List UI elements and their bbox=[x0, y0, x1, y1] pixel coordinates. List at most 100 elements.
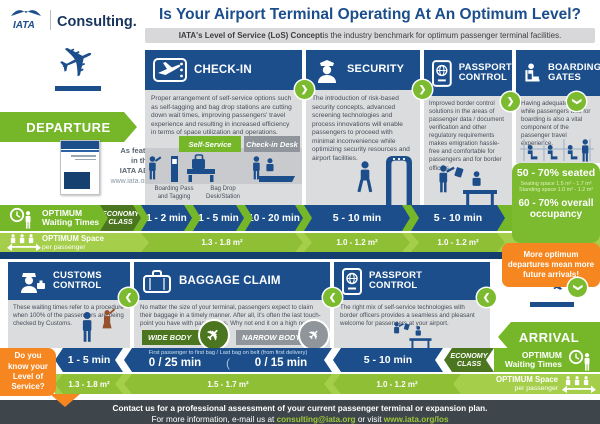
chevron-right-icon: ❯ bbox=[295, 80, 314, 99]
space-label-line1: OPTIMUM Space bbox=[42, 234, 104, 243]
baggage-suitcase-icon bbox=[143, 269, 171, 293]
footer-url-link[interactable]: www.iata.org/los bbox=[383, 415, 449, 424]
time-separator: ( bbox=[226, 356, 230, 370]
page-title: Is Your Airport Terminal Operating At An… bbox=[159, 6, 581, 23]
footer-email-link[interactable]: consulting@iata.org bbox=[276, 415, 356, 424]
chevron-down-icon: ❯ bbox=[568, 278, 587, 297]
middle-divider bbox=[0, 252, 600, 259]
boarding-description: Having adequate space while passengers w… bbox=[521, 100, 591, 148]
boarding-title: BOARDING GATES bbox=[548, 62, 600, 83]
passport-bottom-description: The right mix of self-service technologi… bbox=[340, 304, 475, 328]
logo-consulting-text: Consulting. bbox=[57, 13, 137, 30]
seating-space-note: Seating space 1.5 m² - 1.7 m² bbox=[520, 181, 592, 187]
space-security: 1.0 - 1.2 m² bbox=[304, 233, 410, 252]
boarding-seat-icon bbox=[525, 63, 540, 82]
space-customs: 1.3 - 1.8 m² bbox=[55, 374, 123, 394]
svg-text:IATA: IATA bbox=[13, 20, 35, 31]
baggage-description: No matter the size of your terminal, pas… bbox=[140, 304, 321, 328]
baggage-claim-panel: BAGGAGE CLAIM No matter the size of your… bbox=[134, 262, 330, 351]
customs-officer-icon bbox=[21, 273, 45, 293]
waiting-times-icon bbox=[9, 207, 31, 229]
checkin-description: Proper arrangement of self-service optio… bbox=[151, 95, 292, 137]
standing-space-note: Standing space 1.0 m² - 1.2 m² bbox=[518, 187, 593, 193]
wide-body-plane-icon: ✈ bbox=[198, 319, 230, 351]
chevron-left-icon: ❮ bbox=[323, 288, 342, 307]
space-label-line1: OPTIMUM Space bbox=[496, 374, 558, 384]
footer-bar: Contact us for a professional assessment… bbox=[0, 400, 600, 424]
waiting-label-line2: Waiting Times bbox=[504, 359, 562, 369]
los-arrow-down bbox=[50, 394, 80, 407]
arrival-banner: ARRIVAL bbox=[498, 322, 600, 352]
waiting-time-baggage: First passenger to first bag / Last bag … bbox=[124, 348, 332, 372]
waiting-time-security: 5 - 10 min bbox=[304, 205, 410, 231]
footer-line2: For more information, e-mail us at consu… bbox=[151, 415, 449, 424]
space-baggage: 1.5 - 1.7 m² bbox=[124, 374, 332, 394]
passport-bottom-title: PASSPORT CONTROL bbox=[369, 270, 423, 291]
waiting-label-line1: OPTIMUM bbox=[42, 208, 83, 218]
baggage-time-note: First passenger to first bag / Last bag … bbox=[148, 350, 308, 356]
checkin-panel: CHECK-IN Proper arrangement of self-serv… bbox=[145, 50, 302, 205]
security-description: The introduction of risk-based security … bbox=[312, 95, 410, 162]
subtitle-rest: is the industry benchmark for optimum pa… bbox=[322, 31, 562, 40]
iata-consulting-logo: IATA Consulting. bbox=[8, 5, 137, 32]
chevron-left-icon: ❮ bbox=[119, 288, 138, 307]
adrm-book-cover bbox=[60, 140, 100, 195]
departure-banner: DEPARTURE bbox=[0, 112, 137, 142]
page-subtitle: IATA's Level of Service (LoS) Concept is… bbox=[145, 28, 595, 43]
passport-icon bbox=[342, 267, 362, 295]
waiting-time-customs: 1 - 5 min bbox=[55, 348, 123, 372]
narrow-body-time: 0 / 15 min bbox=[254, 357, 308, 369]
optimum-waiting-times-row-bottom: 1 - 5 min First passenger to first bag /… bbox=[0, 348, 600, 372]
passport-control-top-panel: PASSPORT CONTROL Improved border control… bbox=[424, 50, 512, 205]
los-question-box: Do you know your Level of Service? bbox=[0, 348, 56, 396]
optimum-space-row-bottom: 1.3 - 1.8 m² 1.5 - 1.7 m² 1.0 - 1.2 m² O… bbox=[0, 374, 600, 394]
chevron-right-icon: ❯ bbox=[413, 80, 432, 99]
bag-drop-label: Bag Drop Desk/Station bbox=[205, 186, 241, 200]
waiting-time-passport-bottom: 5 - 10 min bbox=[333, 348, 443, 372]
security-title: SECURITY bbox=[347, 63, 405, 76]
passport-icon bbox=[432, 59, 452, 87]
passport-top-title: PASSPORT CONTROL bbox=[458, 62, 512, 83]
customs-scene-figures bbox=[82, 308, 116, 342]
boarding-gates-panel: BOARDING GATES Having adequate space whi… bbox=[516, 50, 600, 163]
economy-class-badge-top: ECONOMY CLASS bbox=[100, 205, 141, 231]
security-panel: SECURITY The introduction of risk-based … bbox=[306, 50, 420, 205]
checkin-scene-figures bbox=[149, 154, 295, 182]
seated-headline: 50 - 70% seated bbox=[516, 167, 596, 179]
economy-class-badge-bottom: ECONOMY CLASS bbox=[444, 348, 494, 372]
customs-title: CUSTOMS CONTROL bbox=[53, 270, 102, 291]
waiting-times-icon bbox=[568, 349, 590, 371]
boarding-scene-figures bbox=[520, 139, 594, 162]
space-label-line2: per passenger bbox=[514, 384, 558, 392]
customs-panel: CUSTOMS CONTROL These waiting times refe… bbox=[8, 262, 130, 348]
waiting-label-line1: OPTIMUM bbox=[521, 349, 562, 360]
occupancy-headline: 60 - 70% overall occupancy bbox=[518, 198, 594, 220]
baggage-title: BAGGAGE CLAIM bbox=[179, 274, 281, 287]
customs-description: These waiting times refer to a procedure… bbox=[13, 304, 124, 328]
space-per-passenger-icon bbox=[7, 234, 41, 251]
space-checkin: 1.3 - 1.8 m² bbox=[141, 233, 303, 252]
logo-divider bbox=[50, 10, 51, 30]
optimum-space-row-top: OPTIMUM Space per passenger 1.3 - 1.8 m²… bbox=[0, 233, 600, 252]
more-departures-callout: More optimum departures mean more future… bbox=[502, 243, 600, 287]
adrm-url-link[interactable]: www.iata.org/adrm bbox=[110, 178, 169, 185]
security-officer-icon bbox=[318, 60, 336, 83]
chevron-down-icon: ❯ bbox=[567, 92, 586, 111]
chevron-right-icon: ❯ bbox=[501, 92, 520, 111]
space-label-line2: per passenger bbox=[42, 243, 86, 251]
waiting-time-checkin-desk: 10 - 20 min bbox=[245, 205, 303, 231]
waiting-label-line2: Waiting Times bbox=[42, 217, 100, 228]
checkin-desk-bar: Check-in Desk bbox=[244, 136, 300, 152]
space-passport-bottom: 1.0 - 1.2 m² bbox=[333, 374, 461, 394]
space-per-passenger-icon bbox=[562, 375, 596, 393]
seated-occupancy-box: 50 - 70% seated Seating space 1.5 m² - 1… bbox=[512, 163, 600, 243]
checkin-title: CHECK-IN bbox=[194, 63, 252, 76]
wide-body-time: 0 / 25 min bbox=[148, 357, 202, 369]
passport-bottom-scene-figures bbox=[394, 322, 432, 348]
waiting-time-passport: 5 - 10 min bbox=[411, 205, 505, 231]
footer-line1: Contact us for a professional assessment… bbox=[112, 404, 488, 413]
passport-top-description: Improved border control solutions in the… bbox=[429, 100, 504, 172]
wide-body-bar: WIDE BODY bbox=[142, 330, 208, 345]
waiting-time-checkin-selfservice: 1 - 2 min bbox=[141, 205, 192, 231]
